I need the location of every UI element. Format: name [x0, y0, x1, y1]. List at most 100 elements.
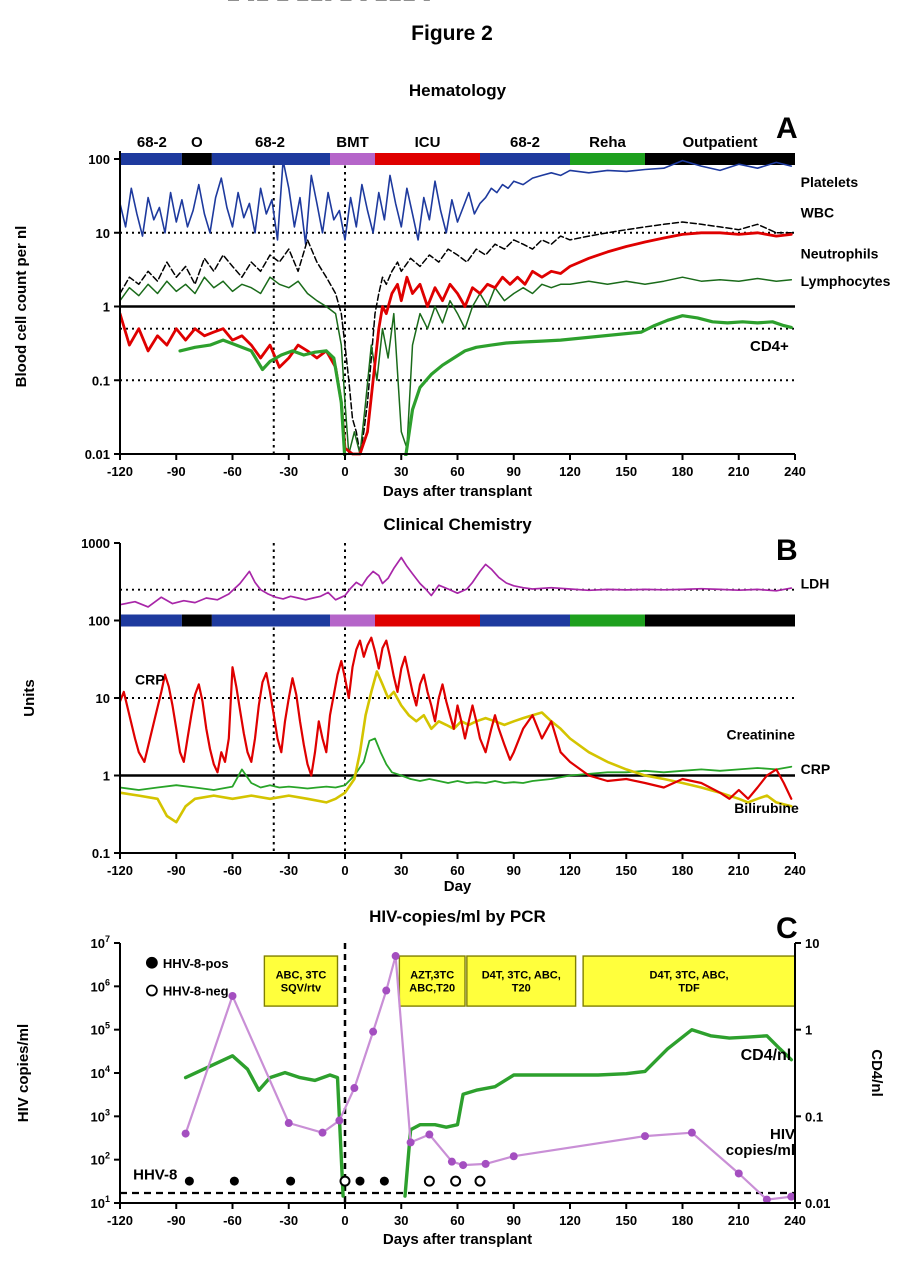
series-bilirubine [119, 670, 793, 824]
chemistry-panel-letter: B [776, 534, 798, 567]
svg-text:-60: -60 [223, 863, 242, 878]
svg-text:60: 60 [450, 1213, 464, 1228]
svg-text:0.1: 0.1 [92, 373, 110, 388]
svg-text:HHV-8-neg: HHV-8-neg [163, 984, 229, 999]
svg-text:210: 210 [728, 1213, 750, 1228]
hiv-x-axis-label: Days after transplant [383, 1231, 532, 1248]
hiv-y2-axis-label: CD4/nl [868, 1049, 885, 1097]
hematology-x-axis-label: Days after transplant [383, 483, 532, 498]
chemistry-plot: Clinical Chemistry B -120 -90 -60 -30 0 30 60 90 1… [21, 515, 830, 895]
series-label: CRP [135, 671, 165, 687]
svg-text:O: O [191, 134, 203, 151]
series-label: copies/ml [726, 1142, 795, 1159]
svg-text:68-2: 68-2 [137, 134, 167, 151]
svg-text:AZT,3TC: AZT,3TC [410, 970, 454, 982]
svg-text:180: 180 [672, 1213, 694, 1228]
svg-text:-30: -30 [279, 1213, 298, 1228]
series-label: HIV [770, 1126, 795, 1143]
svg-text:150: 150 [615, 1213, 637, 1228]
svg-text:Outpatient: Outpatient [683, 134, 758, 151]
svg-text:10: 10 [96, 226, 110, 241]
svg-text:30: 30 [394, 863, 408, 878]
svg-text:107: 107 [91, 934, 110, 951]
series-creatinine [119, 737, 793, 791]
series-crp [119, 636, 793, 800]
series-cd4- [178, 314, 793, 456]
svg-text:90: 90 [507, 464, 521, 479]
svg-text:105: 105 [91, 1021, 110, 1038]
svg-text:210: 210 [728, 863, 750, 878]
svg-text:0.01: 0.01 [805, 1196, 830, 1211]
svg-text:90: 90 [507, 863, 521, 878]
svg-text:102: 102 [91, 1151, 110, 1168]
svg-text:1000: 1000 [81, 536, 110, 551]
svg-text:150: 150 [615, 464, 637, 479]
series-label: WBC [801, 205, 834, 221]
series-label: Platelets [801, 174, 859, 190]
series-label: CD4/nl [741, 1047, 792, 1064]
svg-text:10: 10 [805, 936, 819, 951]
series-cd4-nl [183, 1027, 793, 1198]
svg-text:-60: -60 [223, 464, 242, 479]
svg-text:-90: -90 [167, 863, 186, 878]
svg-text:SQV/rtv: SQV/rtv [281, 983, 322, 995]
svg-text:0: 0 [341, 1213, 348, 1228]
drug-regimen-box [582, 955, 796, 1007]
svg-text:100: 100 [88, 152, 110, 167]
svg-text:0.01: 0.01 [85, 447, 110, 462]
hiv-panel-letter: C [776, 912, 798, 945]
svg-text:120: 120 [559, 1213, 581, 1228]
series-label: CD4+ [750, 338, 789, 355]
series-platelets [119, 159, 793, 245]
chemistry-x-axis-label: Day [444, 878, 472, 895]
svg-text:1: 1 [103, 300, 110, 315]
svg-text:150: 150 [615, 863, 637, 878]
svg-text:-90: -90 [167, 1213, 186, 1228]
hematology-panel-letter: A [776, 112, 798, 145]
series-label: Creatinine [727, 727, 796, 743]
svg-text:0.1: 0.1 [92, 846, 110, 861]
svg-text:-60: -60 [223, 1213, 242, 1228]
svg-text:103: 103 [91, 1107, 110, 1124]
series-label: Lymphocytes [801, 273, 891, 289]
svg-text:-120: -120 [107, 1213, 133, 1228]
hematology-plot: Hematology A 68-2 O 68-2 BMT ICU 68-2 Reha Outpat… [13, 81, 891, 498]
svg-text:100: 100 [88, 614, 110, 629]
series-wbc [119, 221, 793, 455]
svg-text:101: 101 [91, 1194, 110, 1211]
svg-text:1: 1 [103, 769, 110, 784]
chemistry-y-axis-label: Units [21, 679, 38, 717]
series-label: Bilirubine [734, 800, 799, 816]
svg-text:60: 60 [450, 863, 464, 878]
hematology-axes: -120 -90 -60 -30 0 30 60 90 120 150 180 210 24010010… [85, 151, 806, 479]
clinical-chemistry-chart: Clinical Chemistry B -120 -90 -60 -30 0 30 60 90 1… [21, 515, 830, 895]
svg-text:120: 120 [559, 863, 581, 878]
series-label: Neutrophils [801, 245, 879, 261]
svg-text:0: 0 [341, 863, 348, 878]
svg-text:-30: -30 [279, 863, 298, 878]
svg-text:240: 240 [784, 464, 806, 479]
svg-text:240: 240 [784, 1213, 806, 1228]
treatment-phase-bar: 68-2 O 68-2 BMT ICU 68-2 Reha Outpatient [120, 134, 795, 165]
svg-text:68-2: 68-2 [510, 134, 540, 151]
svg-text:ICU: ICU [415, 134, 441, 151]
figure-title: Figure 2 [411, 22, 493, 45]
svg-text:-120: -120 [107, 863, 133, 878]
svg-text:30: 30 [394, 1213, 408, 1228]
series-label: HHV-8 [133, 1166, 177, 1183]
svg-text:TDF: TDF [678, 983, 700, 995]
legend-item: HHV-8-neg [145, 984, 229, 999]
svg-text:ABC,T20: ABC,T20 [409, 983, 455, 995]
svg-text:-120: -120 [107, 464, 133, 479]
svg-text:-90: -90 [167, 464, 186, 479]
chemistry-title: Clinical Chemistry [383, 515, 532, 534]
svg-text:BMT: BMT [336, 134, 369, 151]
series-hhv-8-neg-markers [339, 1175, 486, 1187]
series-hhv-8-pos-markers [184, 1176, 389, 1186]
svg-text:180: 180 [672, 863, 694, 878]
svg-text:30: 30 [394, 464, 408, 479]
svg-text:180: 180 [672, 464, 694, 479]
